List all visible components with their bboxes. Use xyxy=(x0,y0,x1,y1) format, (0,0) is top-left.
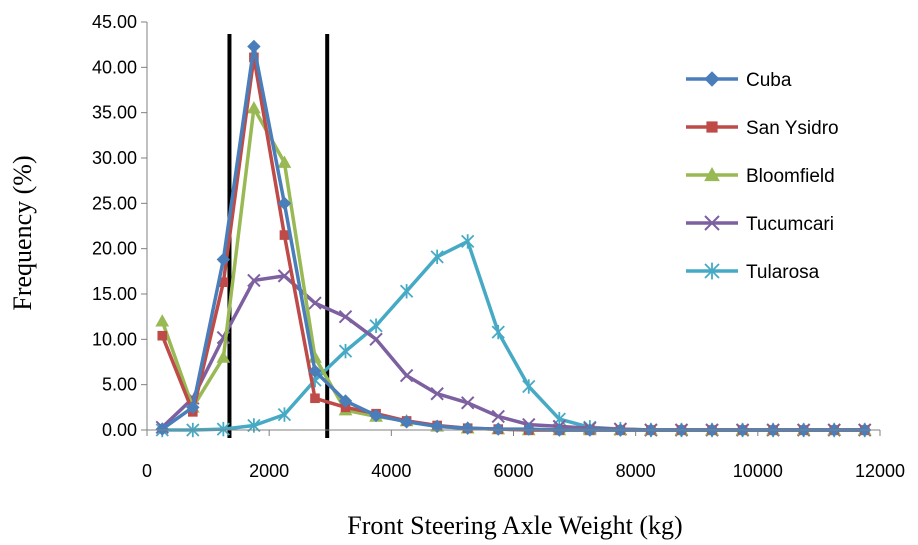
x-tick-label: 4000 xyxy=(371,461,411,481)
series-line xyxy=(161,274,865,432)
data-point-stroke xyxy=(338,309,353,324)
data-point xyxy=(216,421,230,437)
data-point xyxy=(704,215,720,231)
legend-item: Tularosa xyxy=(686,262,820,283)
axes xyxy=(146,22,880,431)
data-point xyxy=(460,396,475,410)
data-point xyxy=(522,379,536,394)
data-point xyxy=(216,350,231,363)
data-point xyxy=(216,252,231,267)
x-axis-ticks: 0 2000 4000 6000 8000 10000 12000 xyxy=(142,430,905,481)
data-point-stroke xyxy=(399,368,414,383)
data-point xyxy=(399,368,414,383)
x-tick-label: 10000 xyxy=(733,461,783,481)
data-point xyxy=(338,343,353,359)
x-axis-title: Front Steering Axle Weight (kg) xyxy=(347,511,682,540)
series-tucumcari xyxy=(155,269,872,437)
x-tick-label: 8000 xyxy=(616,461,656,481)
data-point xyxy=(704,166,720,182)
data-point-stroke xyxy=(430,387,444,401)
data-point xyxy=(369,408,383,423)
data-point xyxy=(157,330,168,341)
data-point-stroke xyxy=(308,296,322,310)
data-point xyxy=(430,387,444,401)
data-point-stroke xyxy=(460,396,475,410)
data-point xyxy=(399,415,414,429)
y-tick-label: 20.00 xyxy=(92,239,137,259)
data-point xyxy=(461,234,475,249)
x-tick-label: 0 xyxy=(142,461,152,481)
y-tick-label: 45.00 xyxy=(92,12,137,32)
series-cuba xyxy=(155,39,872,437)
data-point xyxy=(522,422,536,436)
y-tick-label: 30.00 xyxy=(92,148,137,168)
y-tick-label: 15.00 xyxy=(92,284,137,304)
data-point xyxy=(277,407,292,422)
y-axis-ticks: 0.00 5.00 10.00 15.00 20.00 25.00 30.00 35.00 40… xyxy=(92,12,147,440)
data-point xyxy=(704,262,720,280)
data-point xyxy=(155,422,169,436)
data-point xyxy=(155,314,170,327)
data-point xyxy=(338,309,353,324)
data-point-stroke xyxy=(247,273,261,288)
x-tick-label: 2000 xyxy=(249,461,289,481)
data-point xyxy=(491,324,505,340)
data-point xyxy=(704,71,720,87)
y-axis-title: Frequency (%) xyxy=(8,155,37,310)
y-tick-label: 0.00 xyxy=(102,420,137,440)
data-point xyxy=(310,393,320,404)
data-point xyxy=(277,155,292,168)
data-point xyxy=(218,277,229,288)
y-tick-label: 5.00 xyxy=(102,375,137,395)
data-point xyxy=(308,364,322,378)
data-point xyxy=(277,196,292,211)
data-point-stroke xyxy=(491,409,505,424)
legend-label: Tularosa xyxy=(746,262,820,283)
legend-item: Bloomfield xyxy=(686,166,835,187)
data-point xyxy=(369,318,383,333)
data-point xyxy=(706,121,718,133)
legend: Cuba San Ysidro Bloomfield Tucumcari Tularos… xyxy=(686,70,839,283)
data-point-stroke xyxy=(277,269,292,283)
data-point xyxy=(247,39,261,54)
y-tick-label: 10.00 xyxy=(92,329,137,349)
data-point xyxy=(277,269,292,283)
data-point-stroke xyxy=(704,215,720,231)
data-point xyxy=(247,273,261,288)
data-point xyxy=(308,296,322,310)
data-point xyxy=(338,394,353,408)
legend-label: Tucumcari xyxy=(746,214,834,235)
series-san-ysidro xyxy=(157,52,870,435)
data-point xyxy=(279,230,290,240)
data-point xyxy=(491,422,505,436)
legend-item: San Ysidro xyxy=(686,118,839,139)
data-point xyxy=(247,101,261,114)
x-tick-label: 12000 xyxy=(855,461,905,481)
data-point xyxy=(491,409,505,424)
series-line xyxy=(161,44,865,432)
y-tick-label: 40.00 xyxy=(92,57,137,77)
y-tick-label: 35.00 xyxy=(92,103,137,123)
data-point xyxy=(369,332,383,347)
data-point xyxy=(430,249,444,265)
data-point xyxy=(430,419,444,434)
data-point-stroke xyxy=(369,332,383,347)
legend-item: Tucumcari xyxy=(686,214,834,235)
legend-label: San Ysidro xyxy=(746,118,839,139)
x-tick-label: 6000 xyxy=(493,461,533,481)
data-point xyxy=(399,284,414,299)
legend-item: Cuba xyxy=(686,70,792,91)
series-layer xyxy=(155,39,872,438)
data-point xyxy=(460,421,475,435)
legend-label: Cuba xyxy=(746,70,792,91)
data-point xyxy=(186,400,200,415)
y-tick-label: 25.00 xyxy=(92,193,137,213)
legend-label: Bloomfield xyxy=(746,166,835,187)
